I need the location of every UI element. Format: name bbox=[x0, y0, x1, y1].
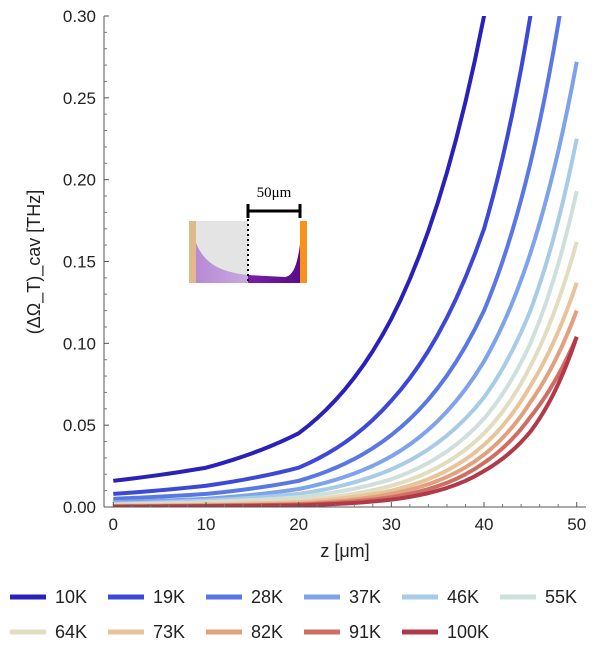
legend-item-37K: 37K bbox=[304, 587, 381, 607]
legend-label: 73K bbox=[153, 622, 185, 642]
series-line-46K bbox=[113, 138, 579, 506]
legend-label: 46K bbox=[447, 587, 479, 607]
y-tick-label: 0.25 bbox=[63, 89, 96, 108]
x-tick-label: 30 bbox=[382, 515, 401, 534]
ticks-layer: 0 10 20 30 40 50 0.00 0.05 0.10 0.15 0.20 0.25 0.30 bbox=[63, 7, 586, 534]
legend-item-73K: 73K bbox=[108, 622, 185, 642]
legend-label: 10K bbox=[55, 587, 87, 607]
legend-label: 100K bbox=[447, 622, 489, 642]
legend-item-55K: 55K bbox=[500, 587, 577, 607]
series-line-28K bbox=[113, 16, 562, 501]
legend-item-10K: 10K bbox=[10, 587, 87, 607]
legend-item-19K: 19K bbox=[108, 587, 185, 607]
y-tick-label: 0.15 bbox=[63, 253, 96, 272]
series-line-10K bbox=[113, 16, 487, 483]
x-tick-label: 50 bbox=[567, 515, 586, 534]
legend-label: 64K bbox=[55, 622, 87, 642]
cavity-inset: 50μm bbox=[189, 185, 307, 283]
legend-label: 82K bbox=[251, 622, 283, 642]
inset-field-left bbox=[196, 243, 248, 283]
series-line-19K bbox=[113, 16, 533, 496]
inset-left-mirror bbox=[189, 221, 196, 283]
legend: 10K 19K 28K 37K 46K 55K 64K 73K 82K 91K 100K bbox=[10, 587, 577, 642]
legend-item-82K: 82K bbox=[206, 622, 283, 642]
inset-right-mirror bbox=[300, 221, 307, 283]
legend-item-100K: 100K bbox=[402, 622, 489, 642]
legend-label: 55K bbox=[545, 587, 577, 607]
legend-label: 37K bbox=[349, 587, 381, 607]
legend-label: 19K bbox=[153, 587, 185, 607]
legend-label: 28K bbox=[251, 587, 283, 607]
x-tick-label: 40 bbox=[475, 515, 494, 534]
legend-label: 91K bbox=[349, 622, 381, 642]
inset-field-right bbox=[248, 244, 300, 283]
y-axis-label: (ΔΩ_T)_cav [THz] bbox=[24, 190, 45, 335]
series-line-64K bbox=[113, 241, 579, 507]
x-tick-label: 0 bbox=[109, 515, 118, 534]
legend-item-91K: 91K bbox=[304, 622, 381, 642]
y-tick-label: 0.10 bbox=[63, 334, 96, 353]
series-layer bbox=[113, 16, 579, 507]
x-tick-label: 10 bbox=[197, 515, 216, 534]
y-tick-label: 0.00 bbox=[63, 498, 96, 517]
y-tick-label: 0.05 bbox=[63, 416, 96, 435]
x-axis-label: z [μm] bbox=[320, 541, 369, 561]
series-line-55K bbox=[113, 190, 579, 507]
y-tick-label: 0.20 bbox=[63, 171, 96, 190]
inset-scale-label: 50μm bbox=[257, 185, 292, 201]
x-tick-label: 20 bbox=[289, 515, 308, 534]
y-tick-label: 0.30 bbox=[63, 7, 96, 26]
legend-item-28K: 28K bbox=[206, 587, 283, 607]
legend-item-46K: 46K bbox=[402, 587, 479, 607]
legend-item-64K: 64K bbox=[10, 622, 87, 642]
